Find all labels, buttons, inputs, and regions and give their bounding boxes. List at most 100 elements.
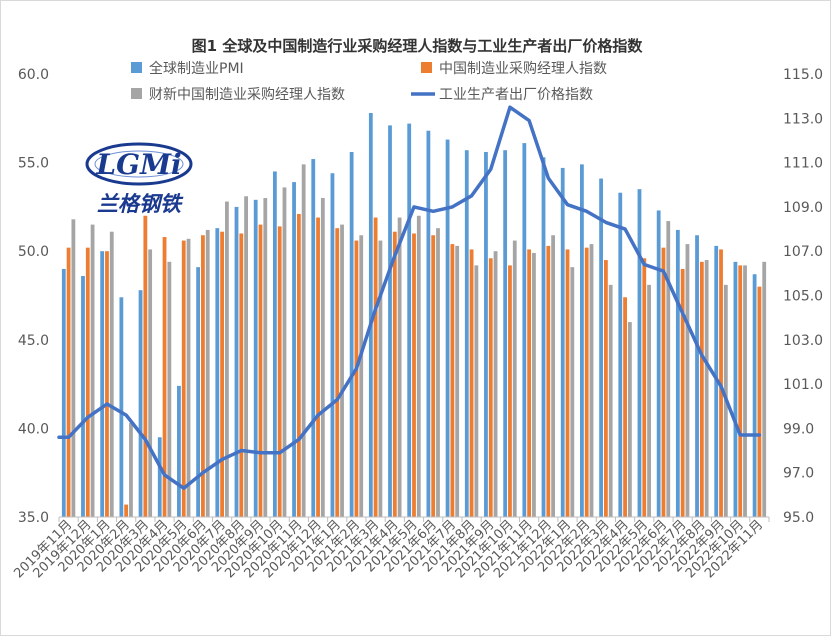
bar-china-pmi — [489, 258, 493, 517]
bar-global-pmi — [542, 157, 546, 517]
bar-caixin-pmi — [474, 265, 478, 517]
right-axis: 95.097.099.0101.0103.0105.0107.0109.0111… — [783, 67, 823, 526]
bar-china-pmi — [393, 232, 397, 517]
bar-global-pmi — [580, 164, 584, 517]
bar-global-pmi — [618, 193, 622, 517]
bar-global-pmi — [484, 152, 488, 517]
bar-china-pmi — [604, 260, 608, 517]
bar-china-pmi — [124, 505, 128, 517]
left-tick-label: 55.0 — [18, 156, 49, 172]
bar-china-pmi — [86, 248, 90, 517]
bar-china-pmi — [355, 241, 359, 517]
bar-caixin-pmi — [148, 249, 152, 517]
bar-global-pmi — [254, 200, 258, 517]
bar-caixin-pmi — [609, 285, 613, 517]
bar-global-pmi — [753, 274, 757, 517]
left-tick-label: 60.0 — [18, 67, 49, 83]
bar-caixin-pmi — [628, 322, 632, 517]
bar-global-pmi — [638, 189, 642, 517]
bar-global-pmi — [81, 276, 85, 517]
bar-caixin-pmi — [225, 202, 229, 517]
bar-caixin-pmi — [302, 164, 306, 517]
bar-china-pmi — [546, 246, 550, 517]
bar-china-pmi — [220, 232, 224, 517]
bar-china-pmi — [259, 225, 263, 517]
bar-china-pmi — [585, 248, 589, 517]
bar-global-pmi — [734, 262, 738, 517]
bar-china-pmi — [335, 228, 339, 517]
bar-china-pmi — [67, 248, 71, 517]
bar-global-pmi — [695, 235, 699, 517]
bar-china-pmi — [297, 214, 301, 517]
bar-global-pmi — [426, 131, 430, 517]
bar-global-pmi — [273, 171, 277, 517]
bar-caixin-pmi — [513, 241, 517, 517]
bar-global-pmi — [62, 269, 66, 517]
bar-china-pmi — [508, 265, 512, 517]
bar-caixin-pmi — [187, 239, 191, 517]
bar-caixin-pmi — [436, 228, 440, 517]
legend-label: 中国制造业采购经理人指数 — [439, 61, 607, 77]
bar-china-pmi — [758, 287, 762, 517]
bar-china-pmi — [412, 233, 416, 517]
legend-label: 工业生产者出厂价格指数 — [439, 87, 593, 103]
bar-global-pmi — [100, 251, 104, 517]
bar-china-pmi — [182, 241, 186, 517]
bar-china-pmi — [700, 262, 704, 517]
left-tick-label: 50.0 — [18, 244, 49, 260]
bar-global-pmi — [215, 228, 219, 517]
bar-caixin-pmi — [321, 198, 325, 517]
bar-global-pmi — [331, 173, 335, 517]
bar-global-pmi — [561, 168, 565, 517]
bar-caixin-pmi — [762, 262, 766, 517]
bar-caixin-pmi — [417, 216, 421, 517]
bar-china-pmi — [470, 249, 474, 517]
bar-caixin-pmi — [340, 225, 344, 517]
bar-china-pmi — [143, 216, 147, 517]
bar-caixin-pmi — [686, 244, 690, 517]
bar-caixin-pmi — [455, 246, 459, 517]
bar-china-pmi — [431, 235, 435, 517]
lgmi-logo: LGMi 兰格钢铁 — [83, 137, 201, 219]
legend-swatch — [131, 88, 142, 99]
bar-caixin-pmi — [743, 265, 747, 517]
right-tick-label: 101.0 — [783, 377, 823, 393]
left-tick-label: 35.0 — [18, 510, 49, 526]
bar-global-pmi — [503, 150, 507, 517]
right-tick-label: 97.0 — [783, 466, 814, 482]
bar-caixin-pmi — [244, 196, 248, 517]
bar-global-pmi — [676, 230, 680, 517]
bar-global-pmi — [446, 140, 450, 517]
legend-label: 财新中国制造业采购经理人指数 — [149, 87, 345, 103]
svg-text:LGMi: LGMi — [95, 148, 181, 181]
bar-china-pmi — [642, 258, 646, 517]
bar-caixin-pmi — [129, 423, 133, 517]
bar-caixin-pmi — [263, 198, 267, 517]
bar-china-pmi — [566, 249, 570, 517]
bar-global-pmi — [388, 125, 392, 517]
svg-text:兰格钢铁: 兰格钢铁 — [97, 191, 184, 216]
right-tick-label: 113.0 — [783, 111, 823, 127]
bar-caixin-pmi — [551, 235, 555, 517]
chart-title: 图1 全球及中国制造行业采购经理人指数与工业生产者出厂价格指数 — [192, 37, 644, 55]
legend-swatch — [421, 62, 432, 73]
left-axis: 35.040.045.050.055.060.0 — [18, 67, 49, 526]
bar-caixin-pmi — [705, 260, 709, 517]
bar-china-pmi — [374, 218, 378, 517]
bar-caixin-pmi — [570, 267, 574, 517]
legend-label: 全球制造业PMI — [149, 60, 244, 77]
right-tick-label: 115.0 — [783, 67, 823, 83]
bar-global-pmi — [292, 182, 296, 517]
right-tick-label: 105.0 — [783, 289, 823, 305]
bar-global-pmi — [350, 152, 354, 517]
bar-global-pmi — [235, 207, 239, 517]
bar-caixin-pmi — [379, 241, 383, 517]
bar-china-pmi — [278, 226, 282, 517]
bar-china-pmi — [316, 218, 320, 517]
bar-china-pmi — [527, 249, 531, 517]
bar-caixin-pmi — [91, 225, 95, 517]
bar-caixin-pmi — [71, 219, 75, 517]
bar-china-pmi — [662, 248, 666, 517]
